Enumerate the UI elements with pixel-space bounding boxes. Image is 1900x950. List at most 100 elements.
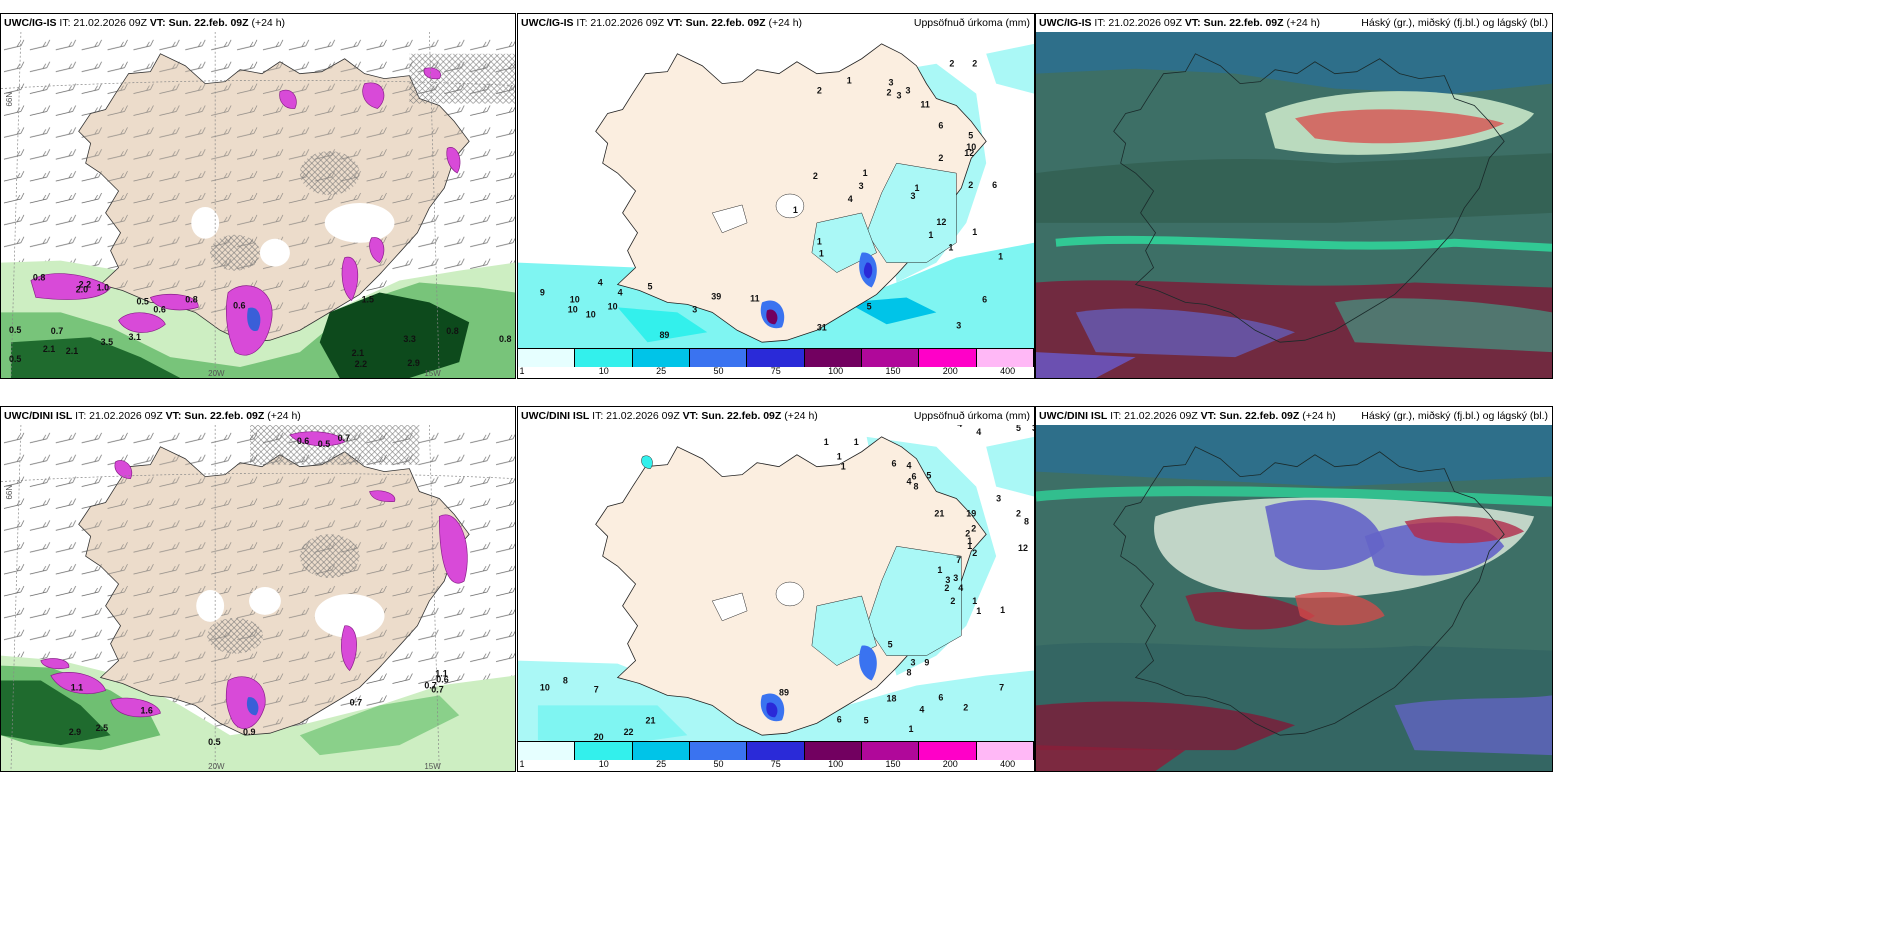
precip-value-label: 1	[819, 249, 824, 259]
legend-swatch	[575, 742, 633, 760]
panel-title: Háský (gr.), miðský (fj.bl.) og lágský (…	[1361, 17, 1548, 29]
precip-value-label: 2	[972, 548, 977, 558]
init-time: IT: 21.02.2026 09Z	[1110, 410, 1198, 422]
panel-title: Uppsöfnuð úrkoma (mm)	[913, 410, 1030, 422]
precip-value-label: 89	[779, 687, 789, 697]
precip-map: 1111646485445332812211922112133427211110…	[518, 407, 1034, 771]
legend-label: 150	[885, 759, 901, 769]
precip-values: 0.82.2 1.00.5 0.80.60.5 0.72.1 2.13.5 3.12.01…	[9, 273, 512, 370]
precip-value-label: 7	[999, 682, 1004, 692]
precip-value-label: 0.8	[499, 334, 511, 344]
precip-value-label: 2	[817, 86, 822, 96]
precip-value-label: 5	[864, 715, 869, 725]
panel-header: UWC/IG-IS IT: 21.02.2026 09Z VT: Sun. 22…	[1036, 14, 1552, 32]
panel-igis-precip: UWC/IG-IS IT: 21.02.2026 09Z VT: Sun. 22…	[517, 13, 1035, 379]
precip-value-label: 19	[966, 508, 976, 518]
lon-label: 15W	[424, 369, 441, 378]
precip-value-label: 2.1	[43, 344, 55, 354]
legend-label: 50	[713, 759, 724, 769]
valid-label: VT:	[149, 17, 166, 29]
precip-value-label: 0.9	[243, 727, 255, 737]
precip-value-label: 8	[1024, 516, 1029, 526]
init-time: IT: 21.02.2026 09Z	[1094, 17, 1182, 29]
precip-value-label: 3	[905, 86, 910, 96]
panel-dini-clouds: UWC/DINI ISL IT: 21.02.2026 09Z VT: Sun.…	[1035, 406, 1553, 772]
precip-value-label: 5	[888, 640, 893, 650]
precip-value-label: 0.6	[153, 304, 165, 314]
precip-value-label: 0.8	[33, 273, 45, 283]
precip-value-label: 4	[958, 583, 963, 593]
precip-value-label: 1	[824, 437, 829, 447]
wind-precip-map: 66N 20W 15W 0.6 0.50.71.11.62.9 2.50.50.90…	[1, 407, 515, 771]
precip-value-label: 1	[972, 227, 977, 237]
precip-value-label: 2.9	[407, 358, 419, 368]
valid-label: VT:	[682, 410, 699, 422]
precip-value-label: 31	[817, 322, 827, 332]
color-legend: 1 10 25 50 75 100 150 200 400	[518, 741, 1034, 771]
precip-value-label: 2.5	[96, 723, 108, 733]
model-name: UWC/DINI ISL	[1039, 410, 1108, 422]
precip-value-label: 1	[928, 230, 933, 240]
panel-header: UWC/IG-IS IT: 21.02.2026 09Z VT: Sun. 22…	[1, 14, 515, 32]
model-name: UWC/DINI ISL	[521, 410, 590, 422]
precip-value-label: 2	[813, 171, 818, 181]
precip-values: 0.6 0.50.71.11.62.9 2.50.50.90.70.70.71.10…	[69, 433, 449, 747]
lead-time: (+24 h)	[784, 410, 818, 422]
model-name: UWC/IG-IS	[4, 17, 57, 29]
precip-value-label: 2	[971, 523, 976, 533]
precip-value-label: 2	[950, 596, 955, 606]
legend-label: 75	[770, 759, 781, 769]
lat-label: 66N	[5, 92, 14, 107]
precip-value-label: 1	[847, 76, 852, 86]
legend-swatch	[804, 349, 862, 367]
precip-value-label: 10	[568, 304, 578, 314]
precip-value-label: 4	[906, 477, 911, 487]
panel-header: UWC/DINI ISL IT: 21.02.2026 09Z VT: Sun.…	[1, 407, 515, 425]
precip-value-label: 3	[996, 493, 1001, 503]
precip-value-label: 6	[982, 294, 987, 304]
valid-label: VT:	[1184, 17, 1201, 29]
precip-value-label: 1	[967, 536, 972, 546]
precip-value-label: 1	[976, 606, 981, 616]
precip-value-label: 2.1	[352, 348, 364, 358]
precip-value-label: 21	[646, 715, 656, 725]
precip-value-label: 0.7	[431, 684, 443, 694]
precip-value-label: 5	[968, 130, 973, 140]
precip-value-label: 3	[910, 658, 915, 668]
init-time: IT: 21.02.2026 09Z	[576, 17, 664, 29]
cloud-map	[1036, 14, 1552, 378]
precip-value-label: 20	[594, 732, 604, 742]
legend-swatch	[518, 349, 576, 367]
legend-label: 1	[519, 759, 525, 769]
lon-label: 20W	[208, 762, 225, 771]
precip-value-label: 3.3	[403, 334, 415, 344]
precip-value-label: 1	[914, 183, 919, 193]
precip-value-label: 8	[563, 675, 568, 685]
precip-value-label: 3	[859, 181, 864, 191]
panel-title: Uppsöfnuð úrkoma (mm)	[913, 17, 1030, 29]
precip-value-label: 1	[863, 168, 868, 178]
precip-value-label: 1	[937, 565, 942, 575]
precip-value-label: 0.8	[185, 294, 197, 304]
precip-value-label: 1.1	[435, 669, 447, 679]
precip-value-label: 12	[1018, 543, 1028, 553]
precip-value-label: 10	[570, 294, 580, 304]
legend-swatch	[632, 742, 690, 760]
legend-swatch	[919, 742, 977, 760]
precip-value-label: 5	[1016, 423, 1021, 433]
precip-value-label: 5	[926, 471, 931, 481]
precip-value-label: 6	[837, 714, 842, 724]
precip-value-label: 3	[956, 320, 961, 330]
panel-title: Háský (gr.), miðský (fj.bl.) og lágský (…	[1361, 410, 1548, 422]
precip-value-label: 2	[968, 180, 973, 190]
precip-value-label: 0.8	[446, 326, 458, 336]
precip-value-label: 0.5	[9, 354, 21, 364]
precip-value-label: 1	[854, 437, 859, 447]
precip-value-label: 4	[976, 427, 981, 437]
precip-value-label: 6	[892, 459, 897, 469]
legend-label: 400	[1000, 759, 1016, 769]
precip-value-label: 0.6	[233, 300, 245, 310]
legend-swatch	[919, 349, 977, 367]
init-time: IT: 21.02.2026 09Z	[59, 17, 147, 29]
